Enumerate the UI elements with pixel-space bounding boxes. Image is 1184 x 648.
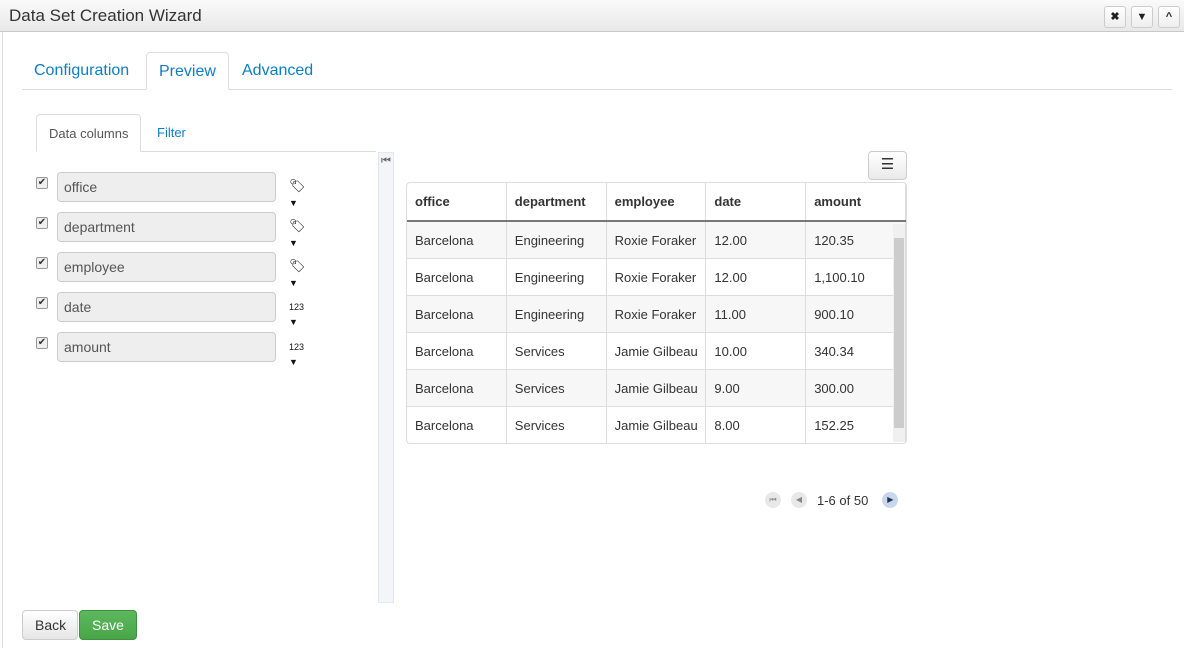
column-checkbox[interactable]: ✔ [36,217,48,229]
table-row[interactable]: Barcelona Services Jamie Gilbeau 9.00 300.00 [407,370,906,407]
caret-down-icon: ▼ [289,317,298,327]
tab-data-columns[interactable]: Data columns [36,114,142,152]
back-button[interactable]: Back [22,610,78,640]
first-page-icon[interactable]: ⏮ [765,492,781,508]
number-icon: 123 [289,342,305,352]
column-header-department[interactable]: department [507,183,607,220]
tab-preview[interactable]: Preview [146,52,229,90]
table-cell: Engineering [507,259,607,295]
column-checkbox[interactable]: ✔ [36,177,48,189]
table-cell: 1,100.10 [806,259,906,295]
page-info: 1-6 of 50 [817,492,869,508]
table-scrollbar[interactable] [893,224,905,442]
main-tabs: Configuration Preview Advanced [22,52,1172,90]
table-cell: Barcelona [407,370,507,406]
close-button[interactable]: ✖ [1104,6,1126,28]
column-name-input[interactable]: department [57,212,276,242]
table-row[interactable]: Barcelona Engineering Roxie Foraker 12.00 12… [407,222,906,259]
tag-icon: 🏷︎ [289,258,306,273]
tab-configuration[interactable]: Configuration [34,62,130,79]
column-type-dropdown[interactable]: 123 ▼ [289,338,304,368]
border [2,32,3,648]
column-list-button[interactable]: ☰ [868,151,907,180]
table-cell: Barcelona [407,407,507,443]
column-name-input[interactable]: date [57,292,276,322]
table-cell: Jamie Gilbeau [607,370,707,406]
table-cell: Roxie Foraker [607,296,707,332]
column-type-dropdown[interactable]: 🏷︎ ▼ [289,178,306,209]
column-checkbox[interactable]: ✔ [36,297,48,309]
caret-down-icon: ▼ [289,357,298,367]
table-cell: 340.34 [806,333,906,369]
column-checkbox[interactable]: ✔ [36,337,48,349]
column-header-office[interactable]: office [407,183,507,220]
tab-filter[interactable]: Filter [157,125,186,140]
table-cell: Barcelona [407,259,507,295]
table-cell: Jamie Gilbeau [607,333,707,369]
table-cell: 900.10 [806,296,906,332]
data-table: office department employee date amount Barce… [406,182,907,444]
table-cell: 8.00 [706,407,807,443]
list-icon: ☰ [880,156,895,173]
table-row[interactable]: Barcelona Engineering Roxie Foraker 12.00 1,… [407,259,906,296]
caret-down-icon: ▼ [289,198,298,208]
table-cell: Roxie Foraker [607,259,707,295]
table-cell: Barcelona [407,333,507,369]
caret-down-icon: ▼ [289,278,298,288]
window-title: Data Set Creation Wizard [9,6,202,25]
number-icon: 123 [289,302,305,312]
table-cell: Services [507,407,607,443]
column-header-employee[interactable]: employee [607,183,707,220]
column-header-amount[interactable]: amount [806,183,906,220]
table-cell: Services [507,370,607,406]
column-type-dropdown[interactable]: 123 ▼ [289,298,304,328]
dropdown-button[interactable]: ▼ [1131,6,1153,28]
inner-tabs: Data columns Filter [36,114,376,152]
table-cell: 12.00 [706,222,807,258]
prev-page-icon[interactable]: ◀ [791,492,807,508]
collapse-button[interactable]: ^ [1158,6,1180,28]
tab-advanced[interactable]: Advanced [242,62,314,79]
column-name-input[interactable]: office [57,172,276,202]
table-row[interactable]: Barcelona Services Jamie Gilbeau 8.00 152.25 [407,407,906,443]
table-cell: Roxie Foraker [607,222,707,258]
collapse-panel-button[interactable]: ⏮ [378,152,394,603]
next-page-icon[interactable]: ▶ [882,492,899,508]
column-name-input[interactable]: employee [57,252,276,282]
table-row[interactable]: Barcelona Services Jamie Gilbeau 10.00 340.3… [407,333,906,370]
column-type-dropdown[interactable]: 🏷︎ ▼ [289,258,306,289]
column-type-dropdown[interactable]: 🏷︎ ▼ [289,218,306,249]
collapse-left-icon: ⏮ [381,155,391,167]
table-cell: 11.00 [706,296,807,332]
table-cell: 152.25 [806,407,906,443]
column-checkbox[interactable]: ✔ [36,257,48,269]
table-cell: 120.35 [806,222,906,258]
caret-down-icon: ▼ [289,238,298,248]
table-cell: Barcelona [407,296,507,332]
save-button[interactable]: Save [79,610,137,640]
table-cell: Engineering [507,296,607,332]
table-header: office department employee date amount [407,183,906,222]
column-header-date[interactable]: date [706,183,807,220]
table-cell: Services [507,333,607,369]
tag-icon: 🏷︎ [289,178,306,193]
scrollbar-thumb[interactable] [894,238,904,428]
pagination: ⏮ ◀ 1-6 of 50 ▶ [765,491,908,509]
table-cell: 9.00 [706,370,807,406]
table-cell: 300.00 [806,370,906,406]
table-cell: 10.00 [706,333,807,369]
column-name-input[interactable]: amount [57,332,276,362]
table-cell: Barcelona [407,222,507,258]
table-row[interactable]: Barcelona Engineering Roxie Foraker 11.00 90… [407,296,906,333]
table-cell: Engineering [507,222,607,258]
table-cell: 12.00 [706,259,807,295]
tag-icon: 🏷︎ [289,218,306,233]
table-cell: Jamie Gilbeau [607,407,707,443]
title-bar: Data Set Creation Wizard ✖ ▼ ^ [0,0,1184,32]
